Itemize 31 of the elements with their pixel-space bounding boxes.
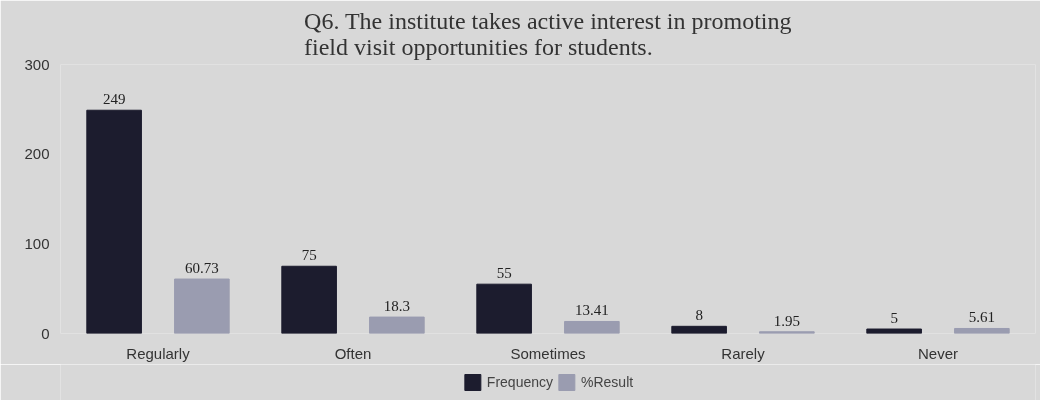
- data-label: 18.3: [383, 298, 410, 315]
- y-tick-label: 100: [24, 234, 50, 252]
- bar: [564, 320, 620, 334]
- y-tick-label: 200: [24, 145, 50, 163]
- data-label: 1.95: [773, 312, 800, 329]
- legend-label: Frequency: [486, 374, 554, 390]
- legend-label: %Result: [581, 374, 634, 390]
- bar: [174, 278, 230, 334]
- x-tick-label: Sometimes: [510, 344, 586, 362]
- data-label: 13.41: [575, 302, 609, 319]
- x-tick-label: Often: [334, 344, 372, 362]
- bar: [954, 327, 1010, 334]
- data-label: 8: [695, 307, 703, 324]
- bar: [86, 109, 142, 334]
- bar: [671, 325, 727, 334]
- data-label: 249: [102, 91, 126, 108]
- x-tick-label: Never: [917, 344, 959, 362]
- y-tick-label: 0: [41, 324, 50, 342]
- x-tick-label: Regularly: [126, 344, 191, 362]
- bar: [866, 328, 922, 334]
- bar: [476, 283, 532, 334]
- data-label: 5.61: [968, 309, 995, 326]
- data-label: 5: [890, 310, 898, 327]
- y-tick-label: 300: [24, 55, 50, 73]
- data-label: 75: [301, 247, 317, 264]
- bar: [281, 265, 337, 334]
- x-tick-label: Rarely: [721, 344, 766, 362]
- bar: [369, 316, 425, 334]
- data-label: 55: [496, 265, 512, 282]
- data-label: 60.73: [185, 260, 219, 277]
- chart-title: Q6. The institute takes active interest in promoting field visit opportunities for students.: [304, 7, 792, 60]
